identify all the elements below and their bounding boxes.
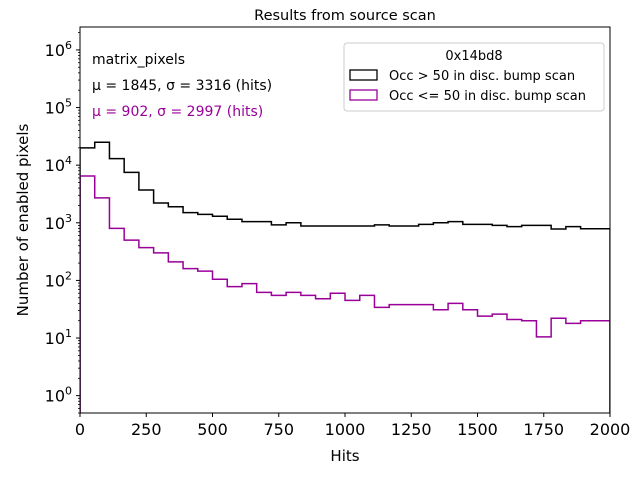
legend-label-black: Occ > 50 in disc. bump scan (389, 69, 575, 84)
annotation-stats-purple: μ = 902, σ = 2997 (hits) (92, 104, 263, 120)
annotation-stats-black: μ = 1845, σ = 3316 (hits) (92, 78, 272, 94)
y-axis: 100 101 102 103 104 105 106 (45, 32, 80, 414)
x-tick-label: 1250 (391, 420, 432, 439)
y-tick-label: 102 (45, 269, 72, 290)
y-tick-label: 103 (45, 212, 72, 233)
legend: 0x14bd8 Occ > 50 in disc. bump scan Occ … (343, 42, 605, 112)
x-tick-label: 1000 (325, 420, 366, 439)
x-tick-label: 250 (131, 420, 162, 439)
y-tick-label: 106 (45, 39, 72, 60)
x-tick-label: 1500 (457, 420, 498, 439)
x-axis: 0 250 500 750 1000 1250 1500 1750 2000 (75, 413, 630, 439)
x-tick-label: 500 (197, 420, 228, 439)
legend-swatch-black (349, 69, 378, 81)
y-tick-label: 104 (45, 154, 72, 175)
x-tick-label: 2000 (590, 420, 631, 439)
series-line-occ-le-50 (80, 175, 610, 413)
x-tick-label: 1750 (523, 420, 564, 439)
annotation-matrix-name: matrix_pixels (92, 52, 185, 68)
y-tick-label: 100 (45, 385, 72, 406)
legend-swatch-purple (349, 89, 378, 101)
legend-box (343, 42, 605, 112)
y-axis-label: Number of enabled pixels (14, 123, 32, 316)
y-tick-label: 101 (45, 327, 72, 348)
y-tick-label: 105 (45, 97, 72, 118)
x-tick-label: 0 (75, 420, 85, 439)
x-tick-label: 750 (263, 420, 294, 439)
series-layer (80, 141, 610, 413)
x-axis-label: Hits (330, 447, 359, 465)
chart-title: Results from source scan (254, 8, 436, 24)
legend-title: 0x14bd8 (445, 49, 502, 64)
stats-annotations: matrix_pixels μ = 1845, σ = 3316 (hits) … (92, 52, 272, 120)
series-line-occ-gt-50 (80, 141, 610, 413)
legend-label-purple: Occ <= 50 in disc. bump scan (389, 89, 586, 104)
